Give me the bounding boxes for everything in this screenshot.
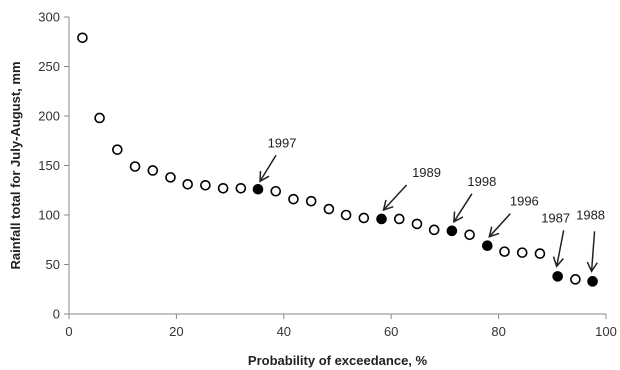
y-tick-label: 50 [46,257,60,272]
data-point [165,172,176,183]
annotation-arrow [453,193,473,224]
x-tick-label: 40 [277,324,291,339]
data-point [340,209,352,221]
data-point [516,247,528,258]
data-point [270,185,282,197]
annotation-arrow [488,213,511,238]
data-point [428,224,440,236]
x-tick-label: 0 [65,324,72,339]
data-point [288,193,299,205]
annotation-label: 1989 [412,165,441,180]
data-point [112,144,123,155]
annotation-label: 1997 [268,135,297,150]
data-point [393,213,405,225]
data-point [464,229,475,241]
y-tick-label: 300 [38,10,60,25]
data-point [77,32,88,44]
data-point [200,180,211,191]
x-tick-label: 20 [169,324,183,339]
annotation-arrow [382,184,408,212]
y-tick-label: 150 [38,158,60,173]
annotation-arrow [586,231,598,273]
annotation-label: 1996 [510,194,539,209]
data-points [77,32,598,287]
data-point [358,212,370,224]
data-point [305,195,317,207]
data-point [94,112,105,124]
data-point [182,179,193,190]
y-tick-label: 200 [38,109,60,124]
y-axis-title: Rainfall total for July-August, mm [8,61,23,269]
annotation-label: 1987 [541,210,570,225]
annotation-label: 1998 [467,174,496,189]
y-tick-label: 100 [38,208,60,223]
annotation-label: 1988 [576,207,605,222]
data-point [323,203,335,215]
y-tick-label: 250 [38,59,60,74]
highlighted-data-point [552,271,563,282]
data-point [534,248,546,259]
highlighted-data-point [482,240,493,251]
annotation-arrow [552,230,565,268]
x-tick-label: 80 [491,324,505,339]
highlighted-data-point [446,225,458,237]
data-point [411,218,423,230]
data-point [147,165,159,176]
axes: 0 50 100 150 200 250 300 0 20 40 60 80 100 [38,10,617,340]
data-point [235,182,247,194]
data-point [570,274,581,285]
y-tick-label: 0 [53,307,60,322]
data-point [499,246,510,257]
annotation-arrow [259,154,277,183]
highlighted-data-point [376,213,387,225]
highlighted-data-point [252,183,264,195]
data-point [129,161,141,172]
x-axis-title: Probability of exceedance, % [248,353,428,368]
x-tick-label: 60 [384,324,398,339]
data-point [217,182,229,194]
x-tick-label: 100 [595,324,617,339]
highlighted-data-point [587,276,598,287]
